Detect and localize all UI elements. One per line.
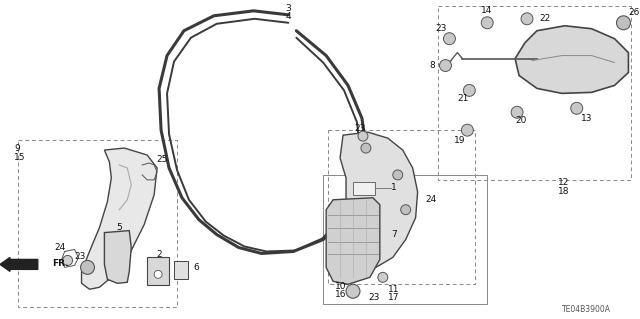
Circle shape <box>361 143 371 153</box>
Text: 21: 21 <box>458 94 469 103</box>
Circle shape <box>358 131 368 141</box>
Text: 20: 20 <box>515 116 527 125</box>
Text: 23: 23 <box>74 252 85 261</box>
Circle shape <box>571 102 582 114</box>
Bar <box>328 130 476 284</box>
Polygon shape <box>326 198 380 284</box>
Text: 18: 18 <box>558 187 570 196</box>
Text: 4: 4 <box>285 12 291 21</box>
Polygon shape <box>81 148 157 289</box>
Text: 26: 26 <box>628 8 640 17</box>
Bar <box>353 182 375 195</box>
Text: 3: 3 <box>285 4 291 13</box>
Circle shape <box>378 272 388 282</box>
Text: 25: 25 <box>156 155 168 165</box>
Text: 23: 23 <box>436 24 447 33</box>
Circle shape <box>521 13 533 25</box>
Bar <box>18 140 177 307</box>
Text: FR.: FR. <box>52 259 68 268</box>
Text: 15: 15 <box>14 152 26 161</box>
Text: 7: 7 <box>391 230 397 239</box>
Circle shape <box>63 256 72 265</box>
Text: 5: 5 <box>116 223 122 232</box>
Text: 11: 11 <box>388 285 399 294</box>
Text: 16: 16 <box>335 290 347 299</box>
Text: 10: 10 <box>335 282 347 291</box>
Bar <box>147 257 169 285</box>
Bar <box>323 175 487 304</box>
Bar <box>438 6 632 180</box>
Text: 14: 14 <box>481 6 492 15</box>
Circle shape <box>616 16 630 30</box>
Text: 22: 22 <box>540 14 550 23</box>
Text: 23: 23 <box>368 293 380 302</box>
Polygon shape <box>338 132 418 271</box>
Circle shape <box>481 17 493 29</box>
Circle shape <box>511 106 523 118</box>
Text: 24: 24 <box>426 195 437 204</box>
Bar <box>174 262 188 279</box>
Circle shape <box>401 205 411 215</box>
Polygon shape <box>104 231 131 283</box>
Text: 9: 9 <box>14 144 20 152</box>
Text: 13: 13 <box>581 114 593 123</box>
Text: 17: 17 <box>388 293 399 302</box>
Text: 8: 8 <box>429 61 435 70</box>
Circle shape <box>393 170 403 180</box>
FancyArrow shape <box>0 257 38 271</box>
Circle shape <box>346 284 360 298</box>
Text: TE04B3900A: TE04B3900A <box>562 305 611 314</box>
Text: 23: 23 <box>355 124 365 133</box>
Circle shape <box>463 85 476 96</box>
Text: 1: 1 <box>391 183 397 192</box>
Circle shape <box>461 124 474 136</box>
Circle shape <box>440 60 451 71</box>
Text: 2: 2 <box>156 250 162 259</box>
Text: 19: 19 <box>454 136 465 145</box>
Text: 6: 6 <box>193 263 198 272</box>
Circle shape <box>81 260 95 274</box>
Text: 12: 12 <box>558 178 570 187</box>
Circle shape <box>154 271 162 278</box>
Circle shape <box>143 167 152 176</box>
Polygon shape <box>515 26 628 93</box>
Text: 24: 24 <box>54 243 66 252</box>
Circle shape <box>444 33 456 45</box>
